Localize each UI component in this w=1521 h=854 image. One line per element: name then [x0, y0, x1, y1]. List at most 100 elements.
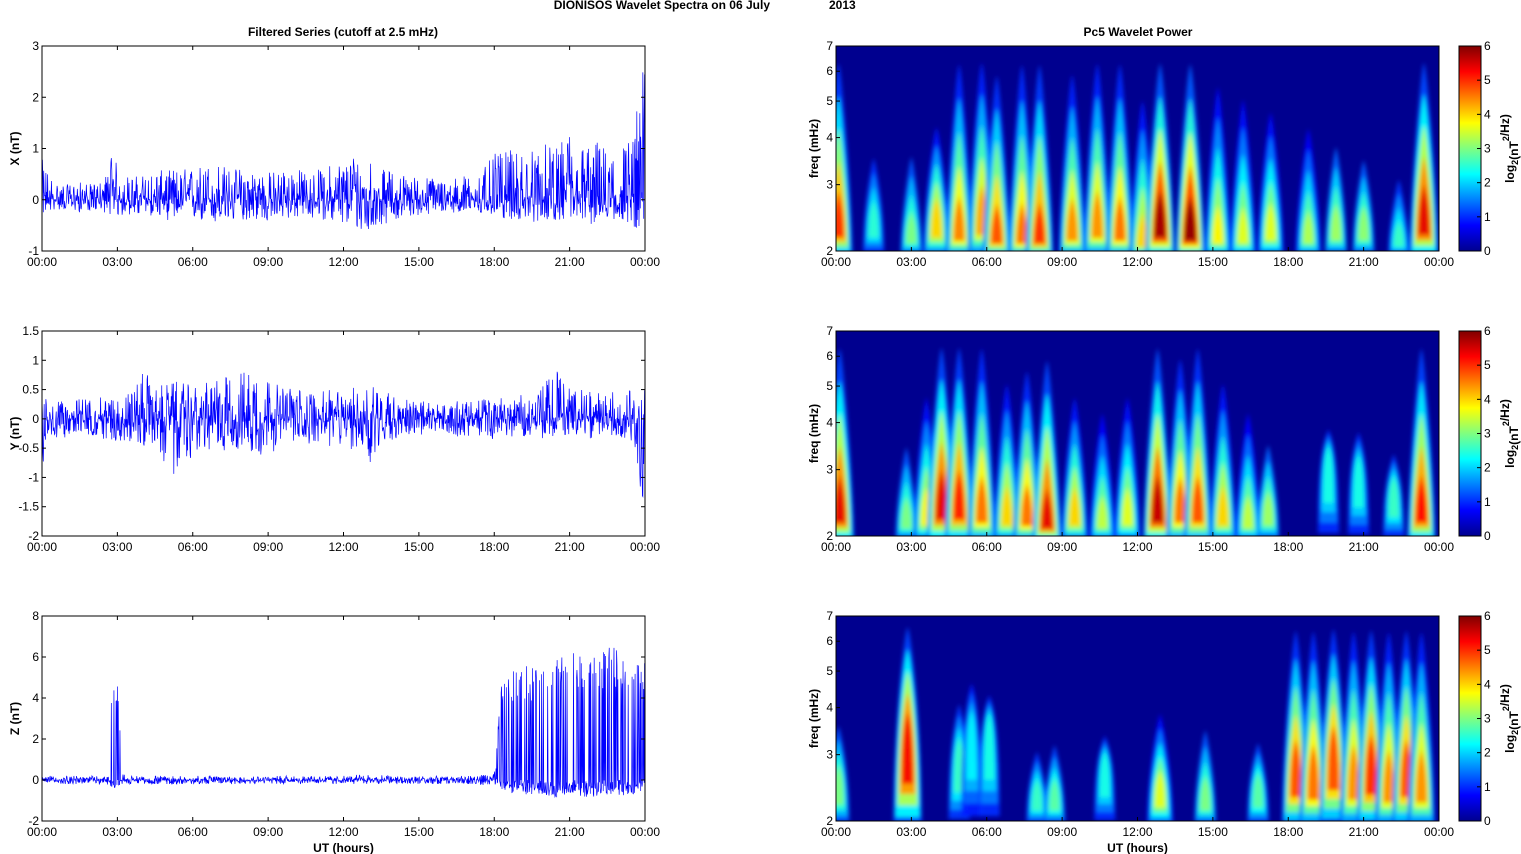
- y-tick-label: 0: [32, 193, 39, 207]
- colorbar-tick-label: 3: [1484, 427, 1491, 441]
- power-contour: [1200, 774, 1211, 811]
- wavelet-blob: [961, 683, 983, 817]
- y-tick-label: 0: [32, 773, 39, 787]
- power-contour: [1418, 184, 1430, 235]
- y-tick-label: 0.5: [22, 383, 39, 397]
- wavelet-blob: [1058, 74, 1086, 251]
- colorbar-tick-label: 0: [1484, 814, 1491, 828]
- wavelet-panel-z: 00:00 03:00 06:00 09:00 12:00 15:00 18:00 21:00…: [807, 609, 1521, 854]
- y-tick-label: 6: [826, 64, 833, 78]
- x-tick-label: 06:00: [178, 255, 208, 269]
- x-tick-label: 21:00: [1349, 540, 1379, 554]
- line-panel-x: 00:00 03:00 06:00 09:00 12:00 15:00 18:00 21:00…: [8, 39, 660, 269]
- wavelet-blob: [993, 383, 1021, 536]
- power-contour: [1137, 211, 1148, 247]
- wavelet-blob: [945, 64, 973, 251]
- wavelet-blob: [1106, 64, 1134, 251]
- x-tick-label: 09:00: [1047, 825, 1077, 839]
- y-tick-label: 6: [826, 634, 833, 648]
- x-tick-label: 18:00: [479, 825, 509, 839]
- power-contour: [1327, 724, 1340, 791]
- y-tick-label: 7: [826, 324, 833, 338]
- power-contour: [1174, 476, 1186, 523]
- line-panel-y: 00:00 03:00 06:00 09:00 12:00 15:00 18:00 21:00…: [8, 324, 660, 554]
- power-contour: [1383, 748, 1395, 803]
- wavelet-blob: [895, 447, 918, 536]
- power-contour: [1252, 771, 1264, 808]
- power-contour: [1415, 748, 1427, 803]
- power-contour: [901, 711, 914, 784]
- wavelet-blob: [1295, 128, 1322, 251]
- power-contour: [1237, 205, 1249, 244]
- x-tick-label: 00:00: [27, 540, 57, 554]
- colorbar-tick-label: 5: [1484, 73, 1491, 87]
- x-tick-label: 00:00: [1424, 825, 1454, 839]
- y-tick-label: 4: [826, 416, 833, 430]
- x-tick-label: 18:00: [1273, 255, 1303, 269]
- power-contour: [1192, 474, 1204, 523]
- x-tick-label: 21:00: [1349, 255, 1379, 269]
- y-tick-label: -0.5: [18, 441, 39, 455]
- y-tick-label: 6: [32, 650, 39, 664]
- colorbar-tick-label: 2: [1484, 176, 1491, 190]
- wavelet-blob: [1026, 751, 1048, 821]
- power-contour: [1154, 189, 1167, 238]
- wavelet-blob: [1319, 628, 1348, 821]
- wavelet-blob: [1325, 147, 1347, 251]
- wavelet-blob: [1114, 397, 1141, 536]
- x-tick-label: 12:00: [1122, 255, 1152, 269]
- x-tick-label: 06:00: [972, 825, 1002, 839]
- x-tick-label: 21:00: [1349, 825, 1379, 839]
- wavelet-blob: [978, 695, 1000, 817]
- power-contour: [1348, 743, 1360, 800]
- y-tick-label: 3: [826, 178, 833, 192]
- power-contour: [1049, 776, 1060, 811]
- x-tick-label: 12:00: [328, 540, 358, 554]
- power-contour: [931, 197, 942, 238]
- wavelet-blob: [1388, 179, 1410, 251]
- power-contour: [1097, 493, 1108, 529]
- x-tick-label: 03:00: [102, 825, 132, 839]
- wavelet-blob: [836, 726, 850, 821]
- y-tick-label: 2: [826, 814, 833, 828]
- colorbar-tick-label: 0: [1484, 529, 1491, 543]
- x-tick-label: 03:00: [896, 255, 926, 269]
- power-contour: [1330, 202, 1342, 241]
- y-axis-label: Y (nT): [8, 417, 22, 451]
- wavelet-blob: [967, 348, 996, 536]
- power-contour: [1242, 493, 1254, 529]
- x-tick-label: 00:00: [630, 825, 660, 839]
- x-tick-label: 03:00: [102, 540, 132, 554]
- wavelet-blob: [1348, 432, 1370, 535]
- x-tick-label: 15:00: [1198, 255, 1228, 269]
- x-tick-label: 21:00: [555, 825, 585, 839]
- colorbar-tick-label: 0: [1484, 244, 1491, 258]
- x-tick-label: 12:00: [328, 825, 358, 839]
- y-tick-label: -1: [28, 470, 39, 484]
- heatmap-features: [836, 627, 1436, 821]
- x-tick-label: 00:00: [630, 540, 660, 554]
- x-tick-label: 00:00: [821, 825, 851, 839]
- power-contour: [1184, 195, 1197, 241]
- wavelet-blob: [1083, 63, 1111, 251]
- power-contour: [1069, 486, 1081, 526]
- x-tick-label: 15:00: [1198, 825, 1228, 839]
- wavelet-blob: [1257, 112, 1284, 251]
- x-tick-label: 00:00: [1424, 540, 1454, 554]
- series-line: [41, 72, 646, 230]
- wavelet-blob: [1299, 631, 1328, 821]
- power-contour: [1021, 483, 1033, 526]
- x-tick-label: 00:00: [821, 255, 851, 269]
- colorbar-tick-label: 6: [1484, 609, 1491, 623]
- x-tick-label: 21:00: [555, 255, 585, 269]
- x-axis-label: UT (hours): [313, 841, 374, 854]
- wavelet-blob: [1317, 429, 1339, 534]
- y-tick-label: 5: [826, 379, 833, 393]
- wavelet-blob: [893, 627, 922, 821]
- wavelet-blob: [1235, 413, 1261, 536]
- y-tick-label: 7: [826, 609, 833, 623]
- y-tick-label: 2: [826, 244, 833, 258]
- power-contour: [1388, 475, 1399, 518]
